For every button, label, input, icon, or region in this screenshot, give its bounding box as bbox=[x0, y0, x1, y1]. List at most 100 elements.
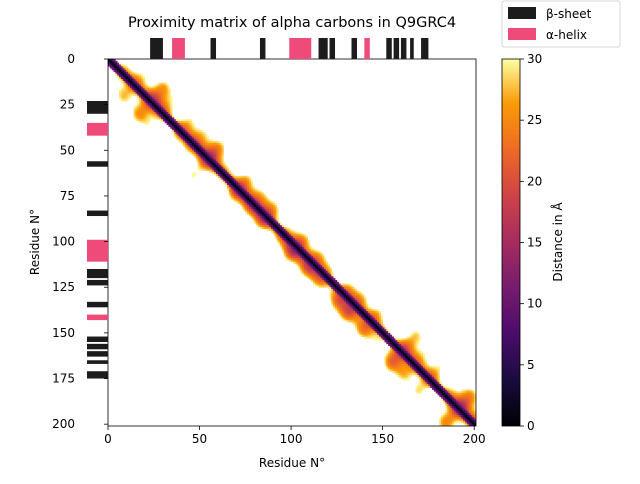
heatmap-cell bbox=[175, 135, 178, 138]
heatmap-cell bbox=[219, 144, 222, 147]
ss-segment-sheet bbox=[87, 351, 108, 357]
heatmap-cell bbox=[360, 305, 363, 308]
heatmap-cell bbox=[314, 250, 318, 253]
heatmap-cell bbox=[362, 320, 365, 323]
heatmap-cell bbox=[377, 320, 380, 323]
heatmap-cell bbox=[294, 252, 297, 255]
heatmap-cell bbox=[142, 110, 145, 113]
heatmap-cell bbox=[108, 60, 111, 64]
heatmap-cell bbox=[168, 124, 171, 127]
heatmap-cell bbox=[289, 259, 292, 263]
heatmap-cell bbox=[212, 141, 215, 144]
heatmap-cell bbox=[162, 82, 166, 85]
heatmap-cell bbox=[362, 329, 365, 332]
heatmap-cell bbox=[397, 373, 400, 376]
heatmap-cell bbox=[424, 371, 427, 374]
heatmap-cell bbox=[272, 206, 275, 210]
heatmap-cell bbox=[411, 352, 415, 356]
heatmap-cell bbox=[188, 152, 191, 155]
heatmap-cell bbox=[452, 411, 455, 414]
heatmap-cell bbox=[300, 252, 303, 255]
heatmap-cell bbox=[183, 144, 186, 147]
heatmap-cell bbox=[159, 86, 162, 89]
heatmap-cell bbox=[234, 194, 237, 197]
heatmap-cell bbox=[448, 389, 451, 392]
heatmap-cell bbox=[351, 287, 354, 290]
heatmap-cell bbox=[340, 305, 343, 308]
heatmap-cell bbox=[397, 345, 400, 348]
heatmap-cell bbox=[411, 360, 415, 363]
heatmap-cell bbox=[313, 263, 316, 266]
heatmap-cell bbox=[195, 130, 199, 133]
heatmap-cell bbox=[281, 236, 285, 239]
heatmap-cell bbox=[457, 407, 460, 410]
heatmap-cell bbox=[274, 217, 277, 221]
heatmap-cell bbox=[139, 82, 142, 85]
heatmap-cell bbox=[217, 164, 221, 168]
heatmap-cell bbox=[331, 300, 334, 303]
heatmap-cell bbox=[250, 206, 253, 210]
heatmap-cell bbox=[230, 175, 233, 179]
heatmap-cell bbox=[470, 411, 473, 414]
heatmap-cell bbox=[140, 95, 144, 98]
heatmap-cell bbox=[164, 106, 167, 109]
heatmap-cell bbox=[254, 216, 257, 219]
heatmap-cell bbox=[201, 132, 204, 135]
heatmap-cell bbox=[333, 305, 336, 308]
heatmap-cell bbox=[216, 142, 219, 146]
heatmap-cell bbox=[389, 338, 393, 341]
heatmap-cell bbox=[391, 369, 394, 372]
heatmap-cell bbox=[195, 142, 199, 146]
heatmap-cell bbox=[461, 398, 464, 401]
heatmap-cell bbox=[432, 371, 435, 374]
heatmap-cell bbox=[161, 111, 164, 115]
heatmap-cell bbox=[389, 340, 393, 343]
heatmap-cell bbox=[347, 314, 351, 317]
heatmap-cell bbox=[459, 413, 462, 416]
heatmap-cell bbox=[435, 391, 438, 394]
heatmap-cell bbox=[254, 190, 257, 193]
heatmap-cell bbox=[443, 398, 446, 401]
heatmap-cell bbox=[214, 157, 217, 160]
heatmap-cell bbox=[259, 216, 263, 219]
heatmap-cell bbox=[331, 292, 334, 295]
heatmap-cell bbox=[245, 201, 248, 204]
heatmap-cell bbox=[256, 225, 259, 228]
heatmap-cell bbox=[468, 418, 471, 421]
heatmap-cell bbox=[424, 365, 427, 368]
heatmap-cell bbox=[212, 152, 215, 155]
heatmap-cell bbox=[474, 409, 476, 412]
heatmap-cell bbox=[470, 422, 473, 425]
heatmap-cell bbox=[157, 84, 160, 87]
heatmap-cell bbox=[413, 347, 416, 350]
heatmap-cell bbox=[120, 75, 123, 78]
heatmap-cell bbox=[181, 135, 184, 138]
heatmap-cell bbox=[239, 190, 242, 193]
heatmap-cell bbox=[324, 285, 327, 288]
heatmap-cell bbox=[212, 139, 215, 142]
heatmap-cell bbox=[459, 405, 462, 409]
heatmap-cell bbox=[457, 400, 460, 403]
heatmap-cell bbox=[118, 73, 122, 76]
heatmap-cell bbox=[133, 79, 136, 82]
heatmap-cell bbox=[274, 205, 277, 208]
heatmap-cell bbox=[237, 190, 241, 193]
ss-segment-helix bbox=[172, 38, 185, 59]
heatmap-cell bbox=[333, 283, 336, 286]
heatmap-cell bbox=[137, 88, 140, 91]
heatmap-cell bbox=[250, 212, 253, 215]
heatmap-cell bbox=[234, 179, 237, 182]
heatmap-cell bbox=[151, 113, 155, 116]
heatmap-cell bbox=[413, 371, 416, 374]
heatmap-cell bbox=[118, 68, 122, 71]
heatmap-cell bbox=[245, 205, 248, 208]
heatmap-cell bbox=[366, 327, 369, 330]
heatmap-cell bbox=[166, 104, 169, 107]
heatmap-cell bbox=[183, 126, 186, 129]
heatmap-cell bbox=[309, 263, 312, 266]
heatmap-cell bbox=[254, 217, 257, 221]
heatmap-cell bbox=[133, 73, 136, 76]
heatmap-cell bbox=[373, 334, 376, 337]
heatmap-cell bbox=[314, 279, 318, 283]
heatmap-cell bbox=[153, 108, 156, 111]
